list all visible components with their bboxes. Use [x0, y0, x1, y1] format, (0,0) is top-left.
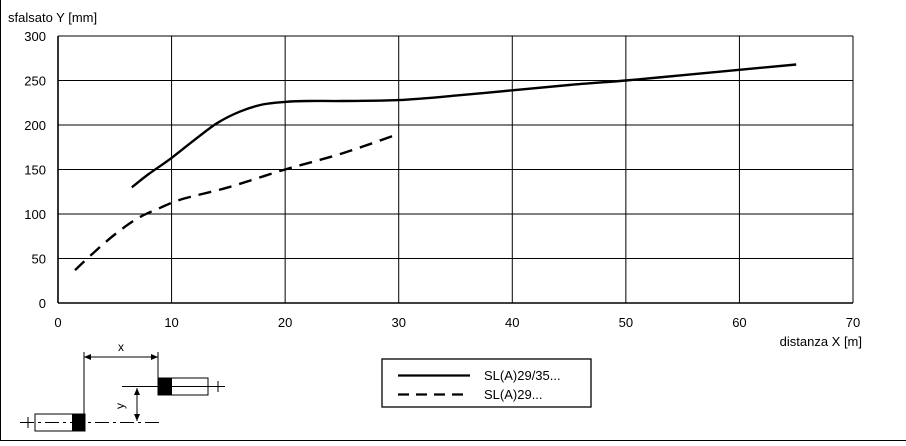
y-tick-label: 50: [32, 252, 46, 267]
x-dimension-arrow-left: [84, 354, 91, 360]
y-dimension-label: y: [113, 403, 127, 409]
x-tick-label: 30: [391, 315, 405, 330]
axes: [57, 36, 853, 304]
y-tick-label: 150: [24, 163, 46, 178]
y-dimension-arrow-top: [134, 388, 140, 395]
x-tick-label: 70: [846, 315, 860, 330]
y-tick-label: 300: [24, 29, 46, 44]
x-tick-label: 0: [54, 315, 61, 330]
x-dimension-label: x: [118, 340, 124, 354]
tick-labels: 0 10 20 30 40 50 60 70 0 50 100 150 200 250 300: [24, 29, 860, 330]
x-tick-label: 10: [164, 315, 178, 330]
x-axis-label: distanza X [m]: [780, 334, 862, 349]
x-tick-label: 60: [732, 315, 746, 330]
y-tick-label: 250: [24, 74, 46, 89]
legend-box: [381, 358, 592, 408]
offset-schematic: x y: [20, 340, 225, 432]
y-dimension-arrow-bottom: [134, 414, 140, 421]
x-tick-label: 40: [505, 315, 519, 330]
legend: SL(A)29/35... SL(A)29...: [381, 358, 592, 408]
y-tick-label: 200: [24, 118, 46, 133]
series-line-dashed: [74, 132, 400, 271]
data-series: [74, 63, 797, 271]
y-tick-label: 0: [39, 296, 46, 311]
x-tick-label: 20: [278, 315, 292, 330]
y-tick-label: 100: [24, 207, 46, 222]
x-tick-label: 50: [619, 315, 633, 330]
series-line-solid: [131, 63, 797, 189]
x-dimension-arrow-right: [151, 354, 158, 360]
y-axis-label: sfalsato Y [mm]: [8, 10, 97, 25]
grid-lines: [58, 35, 854, 303]
legend-label-dashed: SL(A)29...: [484, 387, 543, 402]
legend-label-solid: SL(A)29/35...: [484, 368, 561, 383]
